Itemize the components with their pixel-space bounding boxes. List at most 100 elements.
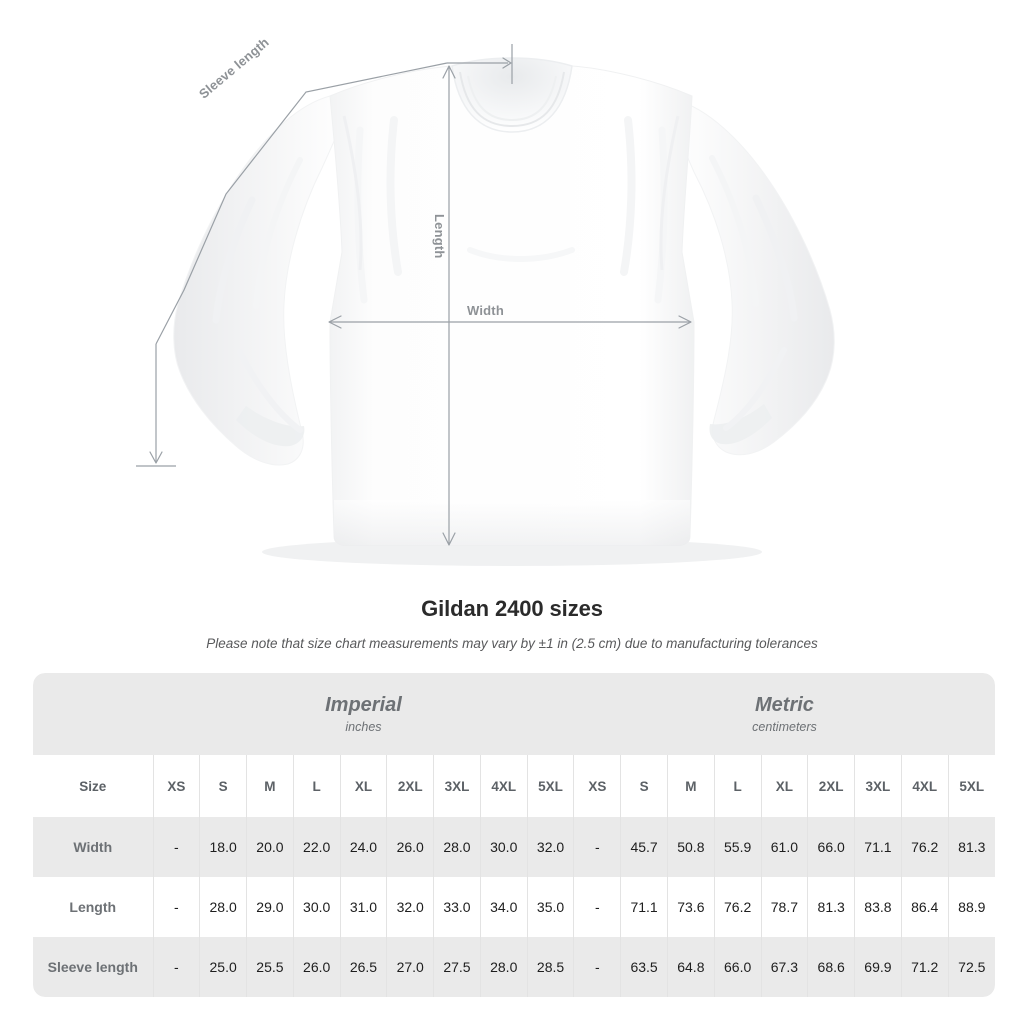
cell-width-imperial-5xl: 32.0 — [526, 817, 574, 877]
cell-length-imperial-2xl: 32.0 — [386, 877, 434, 937]
cell-length-metric-3xl: 83.8 — [854, 877, 902, 937]
cell-sleeve-length-imperial-xl: 26.5 — [339, 937, 387, 997]
shirt-svg — [136, 44, 835, 566]
cell-width-metric-m: 50.8 — [666, 817, 715, 877]
size-header-metric-xs: XS — [573, 755, 621, 817]
size-header-imperial-s: S — [199, 755, 247, 817]
cell-length-imperial-5xl: 35.0 — [526, 877, 574, 937]
size-header-imperial-3xl: 3XL — [433, 755, 481, 817]
cell-width-metric-s: 45.7 — [620, 817, 668, 877]
cell-width-imperial-3xl: 28.0 — [433, 817, 481, 877]
sleeve-length-line — [136, 44, 513, 467]
cell-width-imperial-4xl: 30.0 — [479, 817, 528, 877]
row-label-width: Width — [33, 817, 153, 877]
cell-sleeve-length-imperial-4xl: 28.0 — [479, 937, 528, 997]
cell-sleeve-length-imperial-3xl: 27.5 — [433, 937, 481, 997]
cell-sleeve-length-metric-2xl: 68.6 — [807, 937, 855, 997]
size-chart-table: Imperial inches Metric centimeters Size XS S M L… — [33, 673, 995, 997]
unit-banner-spacer — [33, 673, 153, 755]
size-header-imperial-l: L — [292, 755, 341, 817]
size-header-imperial-4xl: 4XL — [479, 755, 528, 817]
size-header-metric-2xl: 2XL — [807, 755, 855, 817]
cell-sleeve-length-metric-3xl: 69.9 — [854, 937, 902, 997]
cell-sleeve-length-metric-m: 64.8 — [666, 937, 715, 997]
cell-sleeve-length-metric-4xl: 71.2 — [900, 937, 949, 997]
unit-banner-imperial: Imperial inches — [153, 673, 574, 755]
size-header-row: Size XS S M L XL 2XL 3XL 4XL 5XL XS S M L XL 2XL 3XL 4XL 5… — [33, 755, 995, 817]
cell-sleeve-length-imperial-l: 26.0 — [292, 937, 341, 997]
cell-sleeve-length-metric-s: 63.5 — [620, 937, 668, 997]
unit-subtitle: centimeters — [752, 720, 817, 734]
table-row: Length -28.0 29.0 30.0 31.0 32.0 33.0 34.0 35.0-… — [33, 877, 995, 937]
cell-width-imperial-xs: - — [152, 817, 200, 877]
cell-width-imperial-xl: 24.0 — [339, 817, 387, 877]
size-header-metric-l: L — [713, 755, 762, 817]
cell-sleeve-length-imperial-xs: - — [152, 937, 200, 997]
title-block: Gildan 2400 sizes Please note that size … — [0, 596, 1024, 651]
size-header-metric-s: S — [620, 755, 668, 817]
cell-sleeve-length-metric-5xl: 72.5 — [947, 937, 995, 997]
measurement-lines — [136, 44, 692, 546]
garment-illustration: Sleeve length Length Width — [136, 34, 835, 566]
cell-sleeve-length-imperial-s: 25.0 — [199, 937, 247, 997]
length-line — [442, 65, 456, 546]
size-header-imperial-xl: XL — [339, 755, 387, 817]
cell-width-metric-3xl: 71.1 — [854, 817, 902, 877]
tolerance-note: Please note that size chart measurements… — [206, 636, 818, 651]
cell-width-metric-4xl: 76.2 — [900, 817, 949, 877]
cell-width-imperial-s: 18.0 — [199, 817, 247, 877]
row-label-sleeve-length: Sleeve length — [33, 937, 153, 997]
cell-length-metric-l: 76.2 — [713, 877, 762, 937]
cell-length-imperial-s: 28.0 — [199, 877, 247, 937]
size-header-imperial-5xl: 5XL — [526, 755, 574, 817]
cell-length-metric-4xl: 86.4 — [900, 877, 949, 937]
left-sleeve — [173, 95, 347, 466]
cell-length-imperial-3xl: 33.0 — [433, 877, 481, 937]
width-dimension-label: Width — [467, 303, 504, 318]
cell-length-metric-5xl: 88.9 — [947, 877, 995, 937]
cell-length-metric-m: 73.6 — [666, 877, 715, 937]
cell-length-metric-xl: 78.7 — [760, 877, 808, 937]
unit-subtitle: inches — [345, 720, 382, 734]
size-header-metric-3xl: 3XL — [854, 755, 902, 817]
length-dimension-label: Length — [432, 214, 447, 259]
cell-sleeve-length-metric-l: 66.0 — [713, 937, 762, 997]
cell-length-imperial-xs: - — [152, 877, 200, 937]
size-header-imperial-m: M — [246, 755, 294, 817]
cell-length-imperial-xl: 31.0 — [339, 877, 387, 937]
size-chart-table-wrapper: Imperial inches Metric centimeters Size XS S M L… — [33, 673, 995, 997]
table-row: Sleeve length -25.0 25.5 26.0 26.5 27.0 27.5 28… — [33, 937, 995, 997]
cell-length-metric-s: 71.1 — [620, 877, 668, 937]
cell-width-metric-5xl: 81.3 — [947, 817, 995, 877]
cell-sleeve-length-metric-xs: - — [573, 937, 621, 997]
size-header-metric-4xl: 4XL — [900, 755, 949, 817]
size-column-header: Size — [33, 755, 153, 817]
size-header-metric-5xl: 5XL — [947, 755, 995, 817]
cell-sleeve-length-imperial-2xl: 27.0 — [386, 937, 434, 997]
cell-length-metric-2xl: 81.3 — [807, 877, 855, 937]
cell-length-metric-xs: - — [573, 877, 621, 937]
unit-banner-metric: Metric centimeters — [573, 673, 995, 755]
shirt-body — [329, 57, 695, 547]
size-header-imperial-xs: XS — [152, 755, 200, 817]
cell-width-metric-l: 55.9 — [713, 817, 762, 877]
cell-length-imperial-l: 30.0 — [292, 877, 341, 937]
unit-banner-row: Imperial inches Metric centimeters — [33, 673, 995, 755]
cell-width-imperial-l: 22.0 — [292, 817, 341, 877]
cell-width-metric-xs: - — [573, 817, 621, 877]
cell-width-imperial-2xl: 26.0 — [386, 817, 434, 877]
cell-length-imperial-4xl: 34.0 — [479, 877, 528, 937]
page-title: Gildan 2400 sizes — [421, 596, 603, 621]
size-header-metric-m: M — [666, 755, 715, 817]
size-header-metric-xl: XL — [760, 755, 808, 817]
cell-width-metric-2xl: 66.0 — [807, 817, 855, 877]
table-row: Width -18.0 20.0 22.0 24.0 26.0 28.0 30.0 32.0-4… — [33, 817, 995, 877]
width-line — [328, 315, 692, 329]
size-header-imperial-2xl: 2XL — [386, 755, 434, 817]
right-sleeve — [671, 99, 835, 456]
cell-sleeve-length-imperial-m: 25.5 — [246, 937, 294, 997]
cell-sleeve-length-imperial-5xl: 28.5 — [526, 937, 574, 997]
unit-name: Imperial — [325, 694, 402, 716]
unit-name: Metric — [755, 694, 814, 716]
row-label-length: Length — [33, 877, 153, 937]
